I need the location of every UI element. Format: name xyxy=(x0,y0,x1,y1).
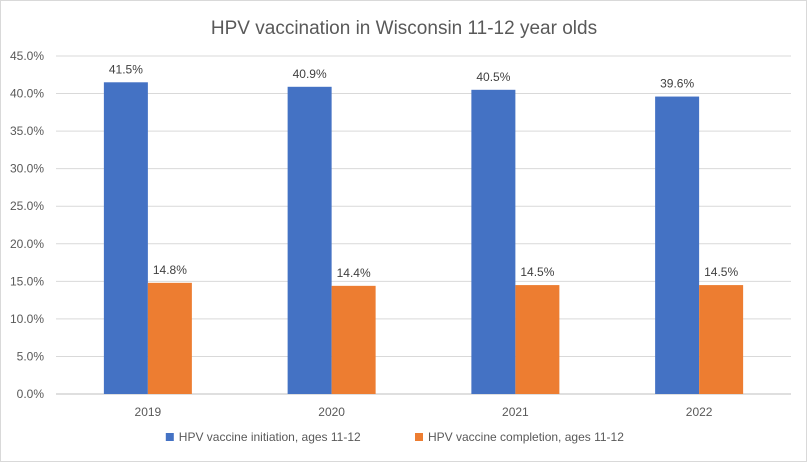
legend-swatch xyxy=(165,433,174,441)
data-label: 14.5% xyxy=(704,265,738,279)
bar-completion-2020 xyxy=(331,285,376,394)
x-tick-label: 2021 xyxy=(502,405,529,419)
data-labels: 41.5% 14.8% 40.9% 14.4% 40.5% 14.5% 39.6% 14.5% xyxy=(109,62,739,280)
data-label: 41.5% xyxy=(109,62,143,76)
legend-swatch xyxy=(415,433,423,441)
data-label: 39.6% xyxy=(660,77,694,91)
data-label: 14.5% xyxy=(520,265,554,279)
y-axis-ticks: 0.0% 5.0% 10.0% 15.0% 20.0% 25.0% 30.0% 35.0% 40… xyxy=(10,49,44,401)
bar-completion-2021 xyxy=(515,285,560,394)
y-tick-label: 0.0% xyxy=(17,387,45,401)
bar-completion-2022 xyxy=(699,285,744,394)
bar-initiation-2021 xyxy=(471,89,516,395)
data-label: 40.9% xyxy=(293,67,327,81)
bar-completion-2019 xyxy=(147,282,192,394)
x-axis-ticks: 2019 2020 2021 2022 xyxy=(135,405,713,419)
y-tick-label: 25.0% xyxy=(10,199,44,213)
chart-title: HPV vaccination in Wisconsin 11-12 year … xyxy=(211,18,597,39)
bar-initiation-2019 xyxy=(103,82,148,395)
data-label: 14.8% xyxy=(153,263,187,277)
data-label: 40.5% xyxy=(476,70,510,84)
y-tick-label: 45.0% xyxy=(10,49,44,63)
x-tick-label: 2019 xyxy=(135,405,162,419)
bars xyxy=(103,82,744,395)
legend-label: HPV vaccine completion, ages 11-12 xyxy=(428,430,624,444)
y-tick-label: 30.0% xyxy=(10,162,44,176)
y-tick-label: 15.0% xyxy=(10,274,44,288)
bar-initiation-2020 xyxy=(287,86,332,394)
y-tick-label: 20.0% xyxy=(10,237,44,251)
bar-initiation-2022 xyxy=(655,96,700,394)
y-tick-label: 40.0% xyxy=(10,87,44,101)
y-tick-label: 35.0% xyxy=(10,124,44,138)
y-tick-label: 10.0% xyxy=(10,312,44,326)
legend: HPV vaccine initiation, ages 11-12 HPV va… xyxy=(165,430,624,444)
y-tick-label: 5.0% xyxy=(17,349,45,363)
legend-label: HPV vaccine initiation, ages 11-12 xyxy=(179,430,361,444)
data-label: 14.4% xyxy=(337,266,371,280)
x-tick-label: 2022 xyxy=(686,405,713,419)
x-tick-label: 2020 xyxy=(318,405,345,419)
